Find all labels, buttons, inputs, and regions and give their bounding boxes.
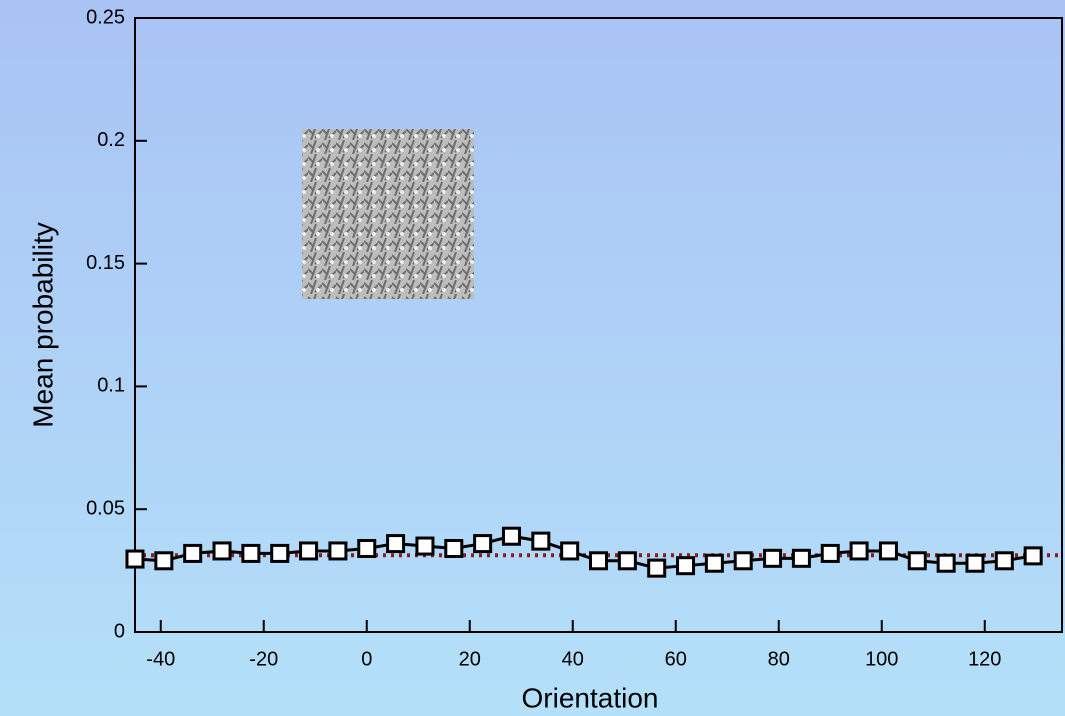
x-tick-label: 120 (968, 648, 1001, 670)
marker (154, 551, 174, 571)
x-tick-label: -20 (249, 648, 278, 670)
marker (415, 536, 435, 556)
x-tick-label: 40 (562, 648, 584, 670)
marker (531, 531, 551, 551)
marker (212, 541, 232, 561)
marker (125, 549, 145, 569)
x-tick-label: 0 (361, 648, 372, 670)
marker (501, 526, 521, 546)
marker (1023, 546, 1043, 566)
marker (299, 541, 319, 561)
marker (676, 556, 696, 576)
marker (849, 541, 869, 561)
x-tick-label: 20 (459, 648, 481, 670)
marker (791, 548, 811, 568)
marker (763, 548, 783, 568)
y-tick-label: 0.25 (86, 6, 125, 28)
y-tick-label: 0.05 (86, 497, 125, 519)
marker (328, 541, 348, 561)
x-tick-label: 100 (865, 648, 898, 670)
marker (357, 538, 377, 558)
y-tick-label: 0 (114, 620, 125, 642)
marker (994, 551, 1014, 571)
x-tick-label: 60 (665, 648, 687, 670)
y-tick-label: 0.1 (97, 375, 125, 397)
y-tick-label: 0.15 (86, 252, 125, 274)
marker (965, 553, 985, 573)
marker (820, 543, 840, 563)
marker (473, 534, 493, 554)
marker (241, 543, 261, 563)
marker (907, 551, 927, 571)
marker (386, 534, 406, 554)
y-tick-label: 0.2 (97, 129, 125, 151)
marker (878, 541, 898, 561)
marker (617, 551, 637, 571)
marker (589, 551, 608, 571)
marker (647, 558, 667, 578)
marker (936, 553, 956, 573)
marker (733, 551, 753, 571)
marker (270, 543, 290, 563)
x-axis-label: Orientation (522, 682, 659, 713)
plot-frame (134, 17, 1063, 633)
marker (444, 538, 464, 558)
stimulus-image (302, 129, 474, 299)
x-tick-label: -40 (146, 648, 175, 670)
marker (183, 543, 203, 563)
marker (704, 553, 724, 573)
y-axis-label: Mean probability (27, 222, 58, 427)
marker (560, 541, 580, 561)
x-tick-label: 80 (768, 648, 790, 670)
